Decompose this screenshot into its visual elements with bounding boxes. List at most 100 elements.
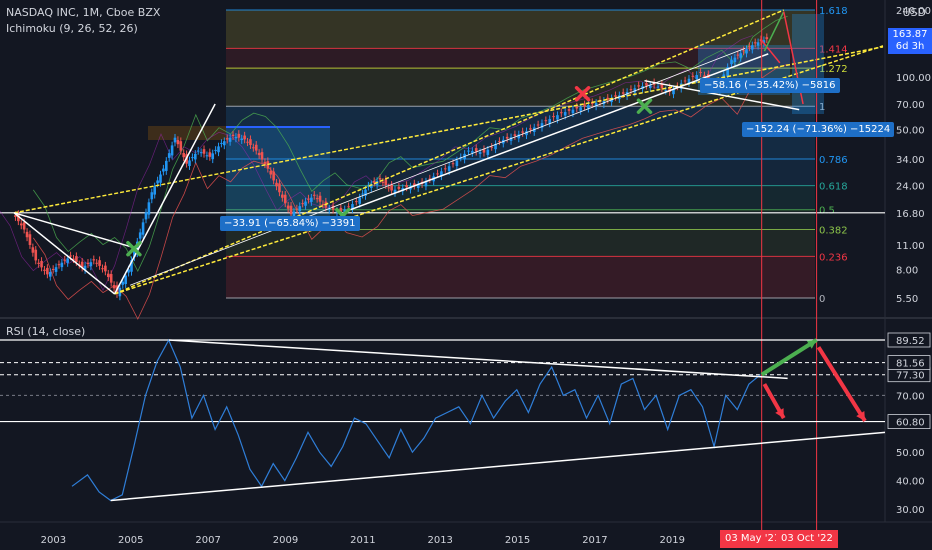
candle-body (505, 136, 509, 139)
candle-body (413, 183, 416, 186)
fib-zone (226, 256, 815, 298)
candle-body (482, 149, 486, 153)
measure-box-2008-top (226, 126, 330, 128)
candle-body (37, 262, 40, 264)
candle-body (556, 115, 559, 120)
measure-callout-projected-drop: −152.24 (−71.36%) −15224 (742, 122, 895, 137)
candle-body (104, 265, 107, 272)
candle-body (660, 83, 664, 89)
candle-body (92, 259, 96, 261)
candle-body (194, 153, 197, 160)
projection-arrow-down (759, 38, 781, 64)
candle-body (69, 255, 72, 257)
candle-body (281, 194, 284, 198)
candle-body (57, 264, 61, 266)
date-badge-may-2021: 03 May '21 (720, 530, 786, 548)
candle-body (327, 208, 331, 210)
price-tick-label: 11.00 (896, 241, 925, 252)
time-tick-label: 2005 (118, 535, 143, 546)
candle-body (133, 250, 136, 258)
candle-body (440, 171, 443, 177)
candle-body (234, 136, 238, 139)
candle-body (606, 97, 610, 100)
candle-body (509, 137, 513, 141)
measure-callout-2008-drop: −33.91 (−65.84%) −3391 (220, 216, 360, 231)
ichimoku-indicator-label[interactable]: Ichimoku (9, 26, 52, 26) (6, 22, 138, 35)
candle-body (153, 186, 156, 195)
candle-body (34, 249, 38, 261)
trend-line-2005 (113, 103, 216, 295)
rsi-band-badge (887, 414, 931, 429)
candle-body (121, 281, 125, 285)
candle-body (563, 112, 567, 116)
candle-body (182, 153, 186, 158)
rsi-arrow-up (760, 338, 818, 377)
candle-body (751, 45, 754, 50)
rsi-tick-label: 30.00 (896, 505, 925, 516)
candle-body (517, 134, 521, 139)
candle-body (498, 141, 501, 143)
fib-zone (226, 106, 815, 160)
candle-body (63, 259, 67, 261)
candle-body (118, 287, 122, 297)
support-trend-line (350, 53, 769, 211)
rsi-band-badge (887, 355, 931, 371)
candle-body (321, 204, 325, 206)
candle-body (173, 137, 177, 143)
candle-body (552, 116, 555, 118)
candle-body (80, 261, 84, 268)
time-tick-label: 2013 (427, 535, 452, 546)
candle-body (144, 212, 148, 220)
candle-body (490, 146, 493, 148)
symbol-title[interactable]: NASDAQ INC, 1M, Cboe BZX (6, 6, 161, 19)
candle-body (165, 160, 168, 171)
candle-body (124, 275, 127, 285)
candle-body (370, 184, 373, 188)
candle-body (548, 119, 552, 124)
candle-body (351, 204, 354, 210)
fib-level-label: 0.5 (819, 206, 835, 217)
trend-line-2004 (13, 212, 138, 250)
candle-body (478, 152, 482, 154)
candle-body (416, 184, 420, 188)
candle-body (14, 215, 17, 218)
candle-body (621, 92, 625, 94)
currency-label[interactable]: USD (902, 6, 926, 19)
candle-body (648, 85, 652, 88)
candle-body (89, 262, 93, 267)
candle-body (378, 178, 382, 180)
candle-body (83, 265, 87, 270)
candle-body (339, 207, 343, 212)
candle-body (513, 134, 517, 137)
ichimoku-span-a (32, 15, 788, 273)
candle-body (40, 260, 43, 268)
candle-body (60, 262, 64, 268)
price-tick-label: 8.00 (896, 265, 918, 276)
fan-line (129, 48, 746, 286)
fib-zone (226, 185, 815, 210)
candle-body (214, 149, 217, 151)
rsi-indicator-label[interactable]: RSI (14, close) (6, 325, 86, 338)
candle-body (156, 180, 159, 184)
candle-body (668, 87, 671, 92)
fib-zone (226, 229, 815, 257)
candle-body (536, 124, 540, 126)
candle-body (355, 201, 358, 203)
candle-body (756, 42, 760, 46)
current-price-badge: 163.87 6d 3h (888, 28, 932, 54)
candle-body (753, 42, 757, 44)
fib-level-label: 0.786 (819, 155, 848, 166)
candle-body (22, 222, 26, 230)
trend-line-2002 (13, 212, 116, 295)
rsi-line (71, 338, 761, 502)
candle-body (579, 107, 582, 111)
candle-body (641, 86, 644, 89)
candle-body (748, 46, 751, 48)
candle-body (141, 222, 145, 235)
rsi-support-line (110, 431, 886, 502)
candle-body (540, 123, 544, 128)
candle-body (736, 54, 740, 56)
candle-body (730, 59, 733, 65)
candle-body (179, 141, 183, 151)
candle-body (19, 223, 23, 226)
